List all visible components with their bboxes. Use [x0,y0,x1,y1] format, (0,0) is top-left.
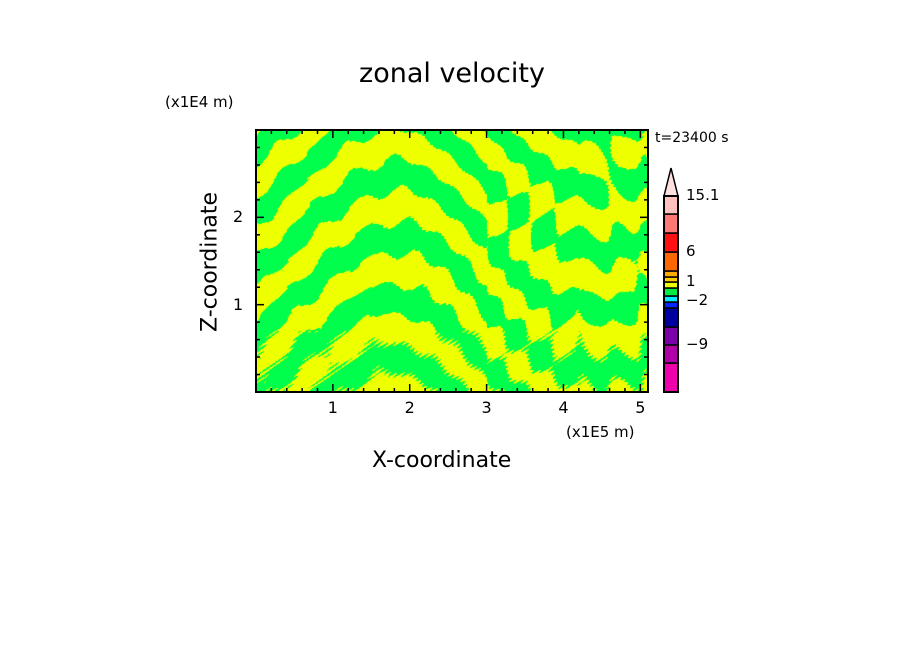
x-tick-label: 4 [558,398,569,417]
colorbar-segment [663,295,679,303]
colorbar-label: −2 [686,291,709,309]
colorbar-segment [663,287,679,297]
colorbar-segment [663,307,679,328]
colorbar-segment [663,195,679,215]
x-tick-label: 5 [635,398,646,417]
plot-border [255,129,649,393]
x-tick-label: 1 [327,398,338,417]
colorbar-label: 15.1 [686,186,720,204]
colorbar-segment [663,281,679,289]
colorbar-segment [663,301,679,309]
colorbar-label: 6 [686,242,696,260]
colorbar-segment [663,232,679,253]
colorbar-segment [663,344,679,364]
colorbar-segment [663,213,679,234]
colorbar-label: −9 [686,335,709,353]
chart-title: zonal velocity [359,58,545,89]
colorbar-segment [663,362,679,393]
x-tick-label: 3 [481,398,492,417]
x-unit-label: (x1E5 m) [566,423,635,441]
y-tick-label: 2 [233,207,244,227]
time-label: t=23400 s [655,130,729,146]
colorbar-label: 1 [686,272,696,290]
colorbar-border [663,195,679,393]
x-tick-label: 2 [404,398,415,417]
heatmap-field [256,130,648,392]
colorbar-segment [663,326,679,346]
colorbar-segment [663,270,679,278]
colorbar-extend-arrow [663,167,679,197]
x-axis-label: X-coordinate [372,448,512,473]
y-tick-label: 1 [233,294,244,314]
y-unit-label: (x1E4 m) [165,93,234,111]
colorbar-segment [663,251,679,272]
